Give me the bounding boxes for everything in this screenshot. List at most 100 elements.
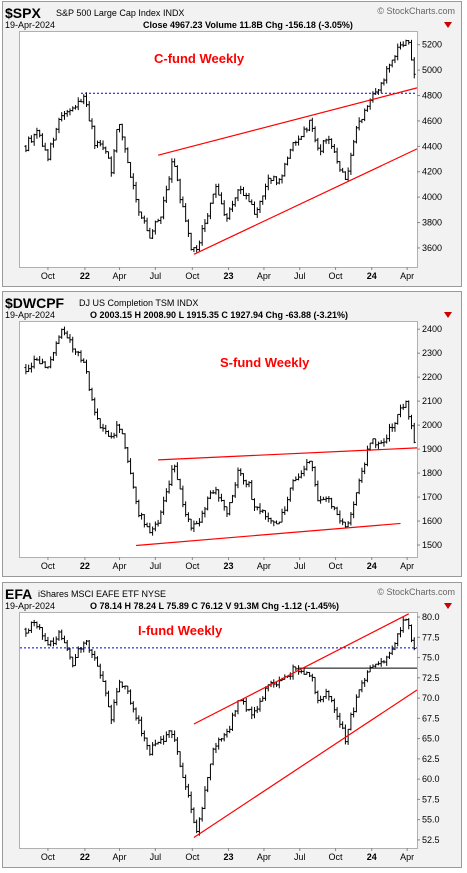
x-tick-label: Apr [400,561,414,571]
y-tick-label: 2000 [422,420,442,430]
x-tick-label: Oct [329,561,344,571]
plot-area [19,321,418,558]
y-tick-label: 1800 [422,468,442,478]
trendline [157,87,418,156]
y-tick-label: 55.0 [422,815,440,825]
x-tick-label: Oct [329,852,344,862]
dwcpf-marks: Oct 22 Apr Jul Oct 23 Apr Jul Oct 24 Apr 1500 1600 17… [24,324,442,571]
x-tick-label: Jul [294,852,306,862]
x-tick-label: Apr [400,271,414,281]
x-tick-label: Oct [41,852,56,862]
y-tick-label: 62.5 [422,754,440,764]
y-tick-label: 5000 [422,65,442,75]
y-tick-label: 4800 [422,91,442,101]
security-name: S&P 500 Large Cap Index INDX [56,8,184,18]
symbol-label: $DWCPF [5,295,65,311]
y-tick-label: 4600 [422,116,442,126]
quote-line: O 78.14 H 78.24 L 75.89 C 76.12 V 91.3M … [90,601,339,611]
y-tick-label: 70.0 [422,693,440,703]
x-tick-label: Oct [185,271,200,281]
y-tick-label: 2200 [422,372,442,382]
x-tick-label: Jul [294,561,306,571]
down-arrow-icon [444,603,452,609]
y-tick-label: 52.5 [422,835,440,845]
down-arrow-icon [444,312,452,318]
y-tick-label: 1600 [422,516,442,526]
y-tick-label: 60.0 [422,774,440,784]
x-tick-label: Jul [150,852,162,862]
spx-panel: $SPX S&P 500 Large Cap Index INDX © Stoc… [2,1,462,287]
x-tick-label: Apr [257,271,271,281]
plot-area [19,31,418,268]
y-tick-label: 75.0 [422,653,440,663]
symbol-label: EFA [5,586,32,602]
x-tick-label: Jul [150,561,162,571]
watermark: © StockCharts.com [377,587,455,597]
security-name: iShares MSCI EAFE ETF NYSE [38,589,166,599]
x-tick-label: 22 [80,852,90,862]
y-tick-label: 3800 [422,218,442,228]
fund-annotation: S-fund Weekly [220,355,310,370]
x-tick-label: Oct [41,561,56,571]
x-tick-label: 22 [80,561,90,571]
y-tick-label: 72.5 [422,673,440,683]
x-tick-label: Jul [294,271,306,281]
y-tick-label: 1700 [422,492,442,502]
y-tick-label: 80.0 [422,612,440,622]
x-tick-label: 23 [224,852,234,862]
trendline [193,148,418,255]
dwcpf-chart: $DWCPF DJ US Completion TSM INDX 19-Apr-… [2,291,462,577]
spx-chart: $SPX S&P 500 Large Cap Index INDX © Stoc… [2,1,462,287]
security-name: DJ US Completion TSM INDX [79,298,198,308]
down-arrow-icon [444,22,452,28]
plot-area [19,612,418,849]
y-tick-label: 4400 [422,141,442,151]
x-tick-label: Oct [185,561,200,571]
y-tick-label: 2300 [422,348,442,358]
x-tick-label: 23 [224,561,234,571]
y-tick-label: 1900 [422,444,442,454]
y-tick-label: 2100 [422,396,442,406]
x-tick-label: 24 [367,561,377,571]
x-tick-label: Apr [257,852,271,862]
trendline [136,522,401,547]
trendline [193,613,410,725]
y-tick-label: 2400 [422,324,442,334]
y-tick-label: 3600 [422,243,442,253]
efa-chart: EFA iShares MSCI EAFE ETF NYSE © StockCh… [2,582,462,868]
spx-marks: Oct 22 Apr Jul Oct 23 Apr Jul Oct 24 Apr 3600 3800 40… [24,39,442,281]
efa-panel: EFA iShares MSCI EAFE ETF NYSE © StockCh… [2,582,462,868]
date-label: 19-Apr-2024 [5,310,55,320]
date-label: 19-Apr-2024 [5,601,55,611]
x-tick-label: Apr [113,852,127,862]
y-tick-label: 4200 [422,167,442,177]
x-tick-label: Apr [400,852,414,862]
fund-annotation: I-fund Weekly [138,623,223,638]
x-tick-label: 23 [224,271,234,281]
date-label: 19-Apr-2024 [5,20,55,30]
x-tick-label: Apr [113,561,127,571]
x-tick-label: Oct [329,271,344,281]
trendline [193,689,418,838]
x-tick-label: Apr [257,561,271,571]
dwcpf-panel: $DWCPF DJ US Completion TSM INDX 19-Apr-… [2,291,462,577]
fund-annotation: C-fund Weekly [154,51,245,66]
quote-line: O 2003.15 H 2008.90 L 1915.35 C 1927.94 … [90,310,348,320]
x-tick-label: Oct [185,852,200,862]
symbol-label: $SPX [5,5,41,21]
y-tick-label: 65.0 [422,734,440,744]
y-tick-label: 5200 [422,40,442,50]
y-tick-label: 57.5 [422,794,440,804]
efa-marks: Oct 22 Apr Jul Oct 23 Apr Jul Oct 24 Apr 52.5 55.0 57… [20,612,440,862]
y-tick-label: 67.5 [422,713,440,723]
x-tick-label: 24 [367,271,377,281]
trendline [158,447,418,461]
y-tick-label: 4000 [422,192,442,202]
x-tick-label: 22 [80,271,90,281]
x-tick-label: Oct [41,271,56,281]
y-tick-label: 77.5 [422,632,440,642]
x-tick-label: Jul [150,271,162,281]
x-tick-label: Apr [113,271,127,281]
quote-line: Close 4967.23 Volume 11.8B Chg -156.18 (… [143,20,353,30]
